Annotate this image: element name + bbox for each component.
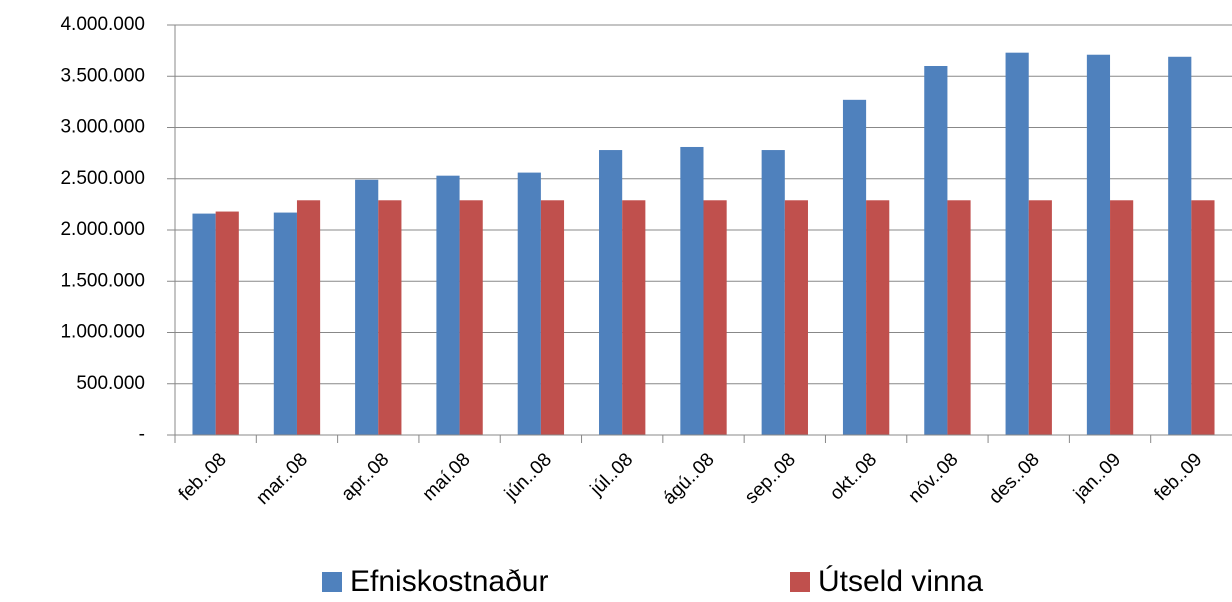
x-tick-label: maí.08: [419, 449, 475, 505]
x-tick-label: apr..08: [337, 449, 393, 505]
legend-swatch: [322, 572, 342, 592]
y-tick-label: 500.000: [76, 373, 145, 394]
bar: [924, 66, 948, 435]
bar: [215, 211, 239, 435]
bar: [355, 179, 379, 435]
x-tick-label: mar..08: [252, 449, 312, 509]
bar: [1191, 200, 1215, 435]
y-tick-label: 1.000.000: [60, 322, 145, 343]
x-tick-label: nóv..08: [905, 449, 963, 507]
x-tick-label: okt..08: [826, 449, 881, 504]
y-tick-label: 2.000.000: [60, 219, 145, 240]
bar: [1028, 200, 1052, 435]
bar: [1168, 56, 1192, 436]
bar: [1110, 200, 1134, 435]
bar: [436, 175, 460, 436]
x-tick-label: feb..09: [1150, 449, 1206, 505]
x-tick-label: sep..08: [741, 449, 800, 508]
bar: [599, 150, 623, 436]
bar: [703, 200, 727, 435]
legend-label: Útseld vinna: [818, 565, 983, 597]
legend-label: Efniskostnaður: [350, 565, 548, 597]
x-tick-label: jan..09: [1069, 449, 1125, 505]
bar: [296, 200, 321, 435]
y-tick-label: 3.000.000: [60, 117, 145, 138]
bar: [622, 200, 646, 435]
bar: [680, 146, 704, 435]
bar: [784, 200, 808, 435]
y-tick-label: 4.000.000: [60, 14, 145, 35]
y-tick-label: 3.500.000: [60, 65, 145, 86]
x-tick-label: jún..08: [500, 449, 556, 505]
bar: [866, 200, 890, 435]
bar: [842, 99, 867, 435]
bar: [947, 200, 971, 435]
bar: [459, 200, 483, 435]
x-tick-label: ágú..08: [659, 449, 719, 509]
x-tick-label: feb..08: [175, 449, 231, 505]
bar: [1005, 52, 1029, 436]
bar: [378, 200, 402, 435]
y-tick-label: 1.500.000: [60, 270, 145, 291]
x-tick-label: júl..08: [586, 449, 637, 500]
y-tick-label: 2.500.000: [60, 168, 145, 189]
bar: [761, 150, 785, 436]
bar: [517, 172, 541, 435]
bar: [540, 200, 565, 435]
bar: [192, 213, 216, 435]
bar: [1086, 54, 1111, 435]
bar: [273, 212, 297, 435]
legend-swatch: [790, 572, 810, 592]
x-tick-label: des..08: [985, 449, 1044, 508]
y-tick-label: -: [139, 424, 145, 445]
